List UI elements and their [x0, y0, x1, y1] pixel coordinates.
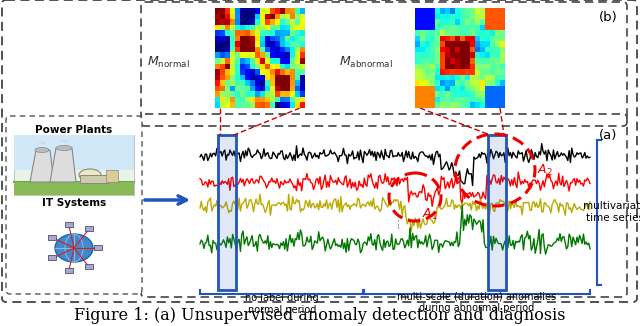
Ellipse shape	[79, 169, 101, 181]
Text: $A_1$: $A_1$	[422, 206, 438, 222]
Bar	[14, 135, 134, 195]
Text: ...: ...	[388, 216, 401, 228]
Bar	[488, 135, 506, 290]
Text: $M_{\mathrm{abnormal}}$: $M_{\mathrm{abnormal}}$	[339, 54, 393, 69]
Ellipse shape	[35, 147, 49, 153]
Bar	[218, 135, 236, 290]
Bar	[85, 226, 93, 231]
Bar	[80, 175, 108, 183]
Text: ~: ~	[60, 137, 68, 147]
Ellipse shape	[56, 145, 72, 151]
Bar	[49, 235, 56, 240]
Bar	[94, 245, 102, 250]
Bar	[106, 170, 118, 182]
Text: $M_{\mathrm{normal}}$: $M_{\mathrm{normal}}$	[147, 54, 190, 69]
Text: multivariate
time series: multivariate time series	[583, 201, 640, 223]
FancyBboxPatch shape	[6, 116, 142, 294]
Bar	[14, 135, 134, 170]
Bar	[14, 182, 134, 195]
Ellipse shape	[55, 234, 93, 262]
Bar	[65, 222, 73, 227]
Text: no label during
normal period: no label during normal period	[245, 293, 319, 315]
Text: (b): (b)	[598, 11, 618, 24]
Text: $A_2$: $A_2$	[537, 162, 553, 178]
Text: Power Plants: Power Plants	[35, 125, 113, 135]
Polygon shape	[30, 150, 54, 182]
Bar	[49, 255, 56, 260]
Text: Figure 1: (a) Unsupervised anomaly detection and diagnosis: Figure 1: (a) Unsupervised anomaly detec…	[74, 307, 566, 324]
Text: (a): (a)	[599, 128, 617, 141]
Bar	[65, 268, 73, 274]
Text: IT Systems: IT Systems	[42, 198, 106, 208]
Text: ~: ~	[38, 139, 46, 149]
Bar	[85, 264, 93, 269]
Polygon shape	[50, 148, 76, 182]
Text: multi-scale (duration) anomalies
during abnormal period: multi-scale (duration) anomalies during …	[397, 291, 557, 313]
